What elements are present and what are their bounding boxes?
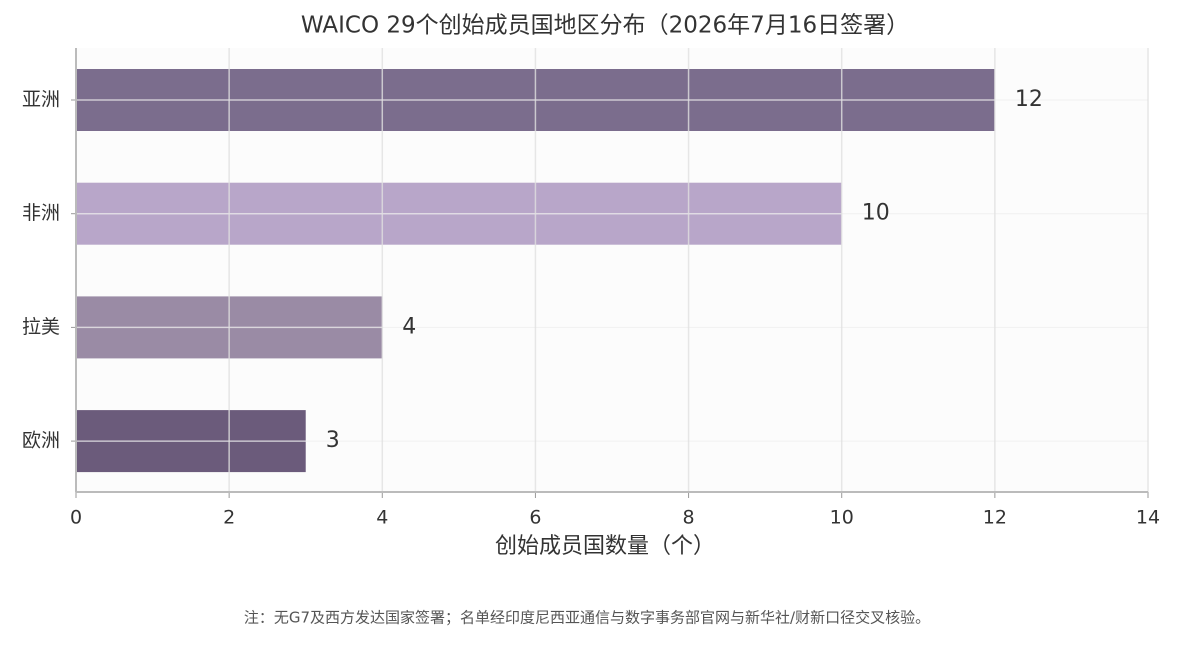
x-tick-label: 2 (223, 507, 235, 529)
value-label: 4 (402, 314, 416, 339)
x-axis-label: 创始成员国数量（个） (495, 534, 715, 559)
x-tick-label: 8 (683, 507, 695, 529)
value-label: 12 (1015, 87, 1043, 112)
x-tick-label: 4 (376, 507, 388, 529)
y-tick-label: 欧洲 (22, 430, 60, 452)
y-tick-label: 拉美 (22, 316, 60, 338)
footnote: 注：无G7及西方发达国家签署；名单经印度尼西亚通信与数字事务部官网与新华社/财新… (244, 609, 930, 627)
x-tick-label: 6 (529, 507, 541, 529)
value-label: 3 (326, 428, 340, 453)
x-tick-label: 10 (830, 507, 854, 529)
x-tick-label: 12 (983, 507, 1007, 529)
x-tick-label: 0 (70, 507, 82, 529)
value-label: 10 (862, 201, 890, 226)
y-tick-label: 非洲 (22, 202, 60, 224)
x-tick-label: 14 (1136, 507, 1160, 529)
y-tick-label: 亚洲 (22, 89, 60, 111)
chart-title: WAICO 29个创始成员国地区分布（2026年7月16日签署） (301, 13, 909, 39)
